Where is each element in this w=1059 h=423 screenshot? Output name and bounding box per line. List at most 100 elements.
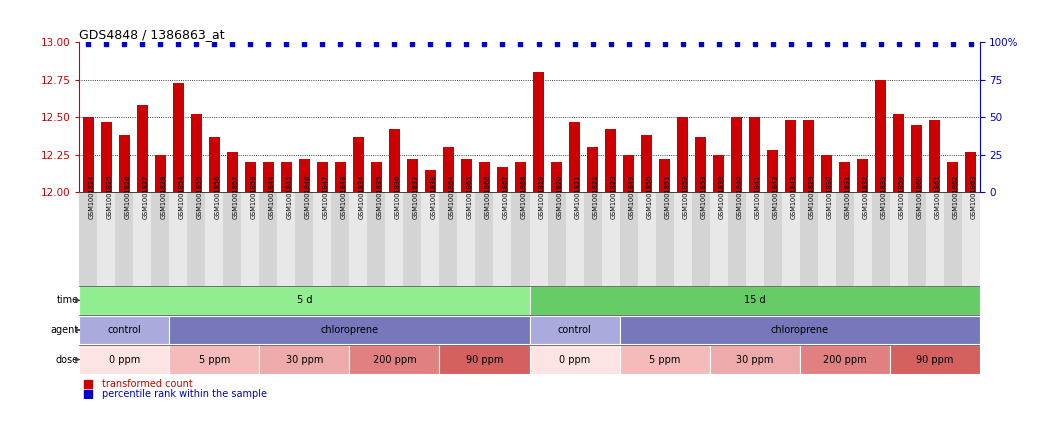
Bar (890, 192, 908, 286)
Bar (439, 345, 530, 374)
Bar (731, 117, 742, 192)
Bar (710, 192, 728, 286)
Bar (79, 316, 169, 344)
Point (405, 41, 421, 47)
Bar (187, 192, 205, 286)
Point (243, 41, 259, 47)
Point (819, 41, 836, 47)
Text: GSM1001835: GSM1001835 (377, 175, 382, 219)
Text: control: control (558, 325, 591, 335)
Text: transformed count: transformed count (102, 379, 193, 389)
Text: GSM1001837: GSM1001837 (413, 175, 418, 219)
Bar (281, 162, 292, 192)
Bar (223, 192, 241, 286)
Bar (263, 162, 274, 192)
Point (369, 41, 385, 47)
Bar (425, 170, 436, 192)
Text: GSM1001856: GSM1001856 (215, 175, 220, 219)
Text: chloroprene: chloroprene (321, 325, 378, 335)
Text: GSM1001852: GSM1001852 (683, 175, 688, 219)
Bar (908, 192, 926, 286)
Text: GSM1001851: GSM1001851 (665, 175, 670, 219)
Bar (407, 159, 418, 192)
Bar (566, 192, 584, 286)
Text: control: control (108, 325, 141, 335)
Point (531, 41, 548, 47)
Bar (965, 152, 976, 192)
Text: GSM1001838: GSM1001838 (431, 175, 436, 219)
Text: 5 ppm: 5 ppm (649, 354, 680, 365)
Bar (245, 162, 256, 192)
Bar (317, 162, 328, 192)
Bar (854, 192, 872, 286)
Bar (944, 192, 962, 286)
Bar (493, 192, 511, 286)
Bar (119, 135, 130, 192)
Point (639, 41, 656, 47)
Text: 200 ppm: 200 ppm (373, 354, 416, 365)
Bar (79, 286, 530, 315)
Bar (767, 151, 778, 192)
Bar (115, 192, 133, 286)
Text: GSM1001859: GSM1001859 (899, 175, 904, 219)
Bar (457, 192, 475, 286)
Bar (277, 192, 295, 286)
Bar (79, 192, 97, 286)
Point (873, 41, 890, 47)
Point (621, 41, 638, 47)
Bar (349, 192, 367, 286)
Point (567, 41, 584, 47)
Bar (728, 192, 746, 286)
Bar (584, 192, 602, 286)
Bar (926, 192, 944, 286)
Text: GSM1001848: GSM1001848 (341, 175, 346, 219)
Bar (569, 122, 580, 192)
Text: GSM1001864: GSM1001864 (449, 175, 454, 219)
Text: GSM1001847: GSM1001847 (323, 175, 328, 219)
Text: 0 ppm: 0 ppm (109, 354, 140, 365)
Point (927, 41, 944, 47)
Text: GSM1001854: GSM1001854 (179, 175, 184, 219)
Point (134, 41, 151, 47)
Bar (155, 155, 166, 192)
Bar (620, 345, 710, 374)
Bar (818, 192, 836, 286)
Bar (911, 125, 922, 192)
Text: GSM1001865: GSM1001865 (467, 175, 472, 219)
Text: agent: agent (50, 325, 78, 335)
Text: GSM1001842: GSM1001842 (773, 175, 778, 219)
Point (152, 41, 169, 47)
Text: GSM1001828: GSM1001828 (161, 175, 166, 219)
Text: GSM1001857: GSM1001857 (233, 175, 238, 219)
Bar (259, 345, 349, 374)
Point (423, 41, 439, 47)
Bar (421, 192, 439, 286)
Bar (385, 192, 403, 286)
Text: 90 ppm: 90 ppm (466, 354, 503, 365)
Text: GSM1001827: GSM1001827 (143, 175, 148, 219)
Text: chloroprene: chloroprene (771, 325, 828, 335)
Point (693, 41, 710, 47)
Text: GSM1001858: GSM1001858 (251, 175, 256, 219)
Bar (620, 192, 638, 286)
Bar (764, 192, 782, 286)
Bar (209, 137, 220, 192)
Text: 90 ppm: 90 ppm (916, 354, 953, 365)
Text: GSM1001863: GSM1001863 (971, 175, 976, 219)
Bar (785, 121, 796, 192)
Text: 200 ppm: 200 ppm (823, 354, 866, 365)
Point (261, 41, 277, 47)
Bar (872, 192, 890, 286)
Bar (295, 192, 313, 286)
Text: 30 ppm: 30 ppm (286, 354, 323, 365)
Bar (821, 155, 832, 192)
Bar (173, 83, 184, 192)
Bar (299, 159, 310, 192)
Text: GSM1001829: GSM1001829 (809, 175, 814, 219)
Text: GSM1001861: GSM1001861 (935, 175, 940, 219)
Text: GSM1001868: GSM1001868 (521, 175, 526, 219)
Text: time: time (56, 295, 78, 305)
Text: GSM1001821: GSM1001821 (575, 175, 580, 219)
Point (513, 41, 530, 47)
Text: GSM1001839: GSM1001839 (719, 175, 724, 219)
